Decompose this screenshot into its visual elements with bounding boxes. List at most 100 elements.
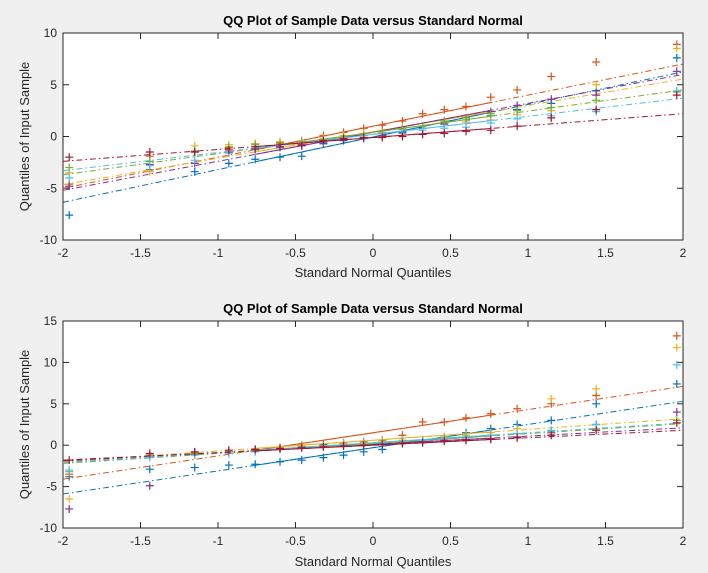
data-point: [359, 441, 368, 450]
x-tick-label: 0: [370, 534, 377, 548]
y-axis-label-bottom: Quantiles of Input Sample: [17, 350, 32, 500]
plot-area-top: [62, 32, 684, 241]
data-point: [276, 457, 284, 466]
x-tick-label: -1.5: [130, 534, 151, 548]
fit-line-solid: [255, 127, 491, 148]
data-point: [462, 413, 470, 422]
data-point: [251, 155, 260, 164]
x-tick-label: -2: [58, 534, 69, 548]
data-point: [65, 182, 74, 191]
y-axis-label-top: Quantiles of Input Sample: [17, 62, 32, 212]
data-point: [440, 418, 449, 427]
fit-line-solid: [255, 439, 491, 452]
data-point: [440, 116, 449, 125]
data-point: [65, 163, 74, 172]
x-tick-label: 2: [680, 534, 687, 548]
data-point: [145, 449, 154, 458]
data-point: [440, 129, 449, 138]
x-tick-label: -1: [213, 246, 224, 260]
data-point: [297, 152, 306, 161]
data-point: [65, 456, 74, 465]
data-point: [251, 445, 260, 454]
data-point: [486, 93, 495, 102]
data-point: [672, 379, 681, 388]
data-point: [190, 167, 199, 176]
y-tick-label: 10: [44, 26, 58, 40]
data-point: [418, 418, 427, 427]
fit-line-extended: [62, 429, 684, 461]
data-point: [319, 136, 328, 145]
x-tick-label: 2: [680, 246, 687, 260]
plot-area-bottom: [62, 320, 684, 529]
data-point: [418, 109, 427, 118]
data-point: [65, 466, 74, 475]
data-point: [319, 442, 328, 451]
data-point: [398, 132, 407, 141]
x-tick-label: 1: [525, 246, 532, 260]
fit-line-solid: [255, 431, 491, 449]
data-point: [513, 122, 522, 131]
x-axis-label-bottom: Standard Normal Quantiles: [295, 554, 452, 569]
data-point: [592, 399, 601, 408]
data-point: [486, 119, 495, 128]
data-point: [297, 456, 306, 465]
x-tick-label: -1: [213, 534, 224, 548]
data-point: [547, 394, 556, 403]
data-point: [513, 404, 522, 413]
fit-line-extended: [62, 71, 684, 203]
y-tick-label: 5: [50, 78, 57, 92]
data-point: [276, 444, 284, 453]
fit-line-solid: [255, 414, 491, 451]
data-point: [486, 409, 495, 418]
x-tick-label: 0.5: [442, 246, 459, 260]
data-point: [547, 103, 556, 112]
data-point: [672, 91, 681, 100]
data-point: [378, 440, 387, 449]
data-point: [486, 126, 495, 135]
chart-title-bottom: QQ Plot of Sample Data versus Standard N…: [223, 301, 523, 316]
x-tick-label: 1.5: [597, 246, 614, 260]
data-point: [319, 453, 328, 462]
data-point: [513, 85, 522, 94]
data-point: [224, 145, 233, 154]
data-point: [276, 153, 284, 162]
data-point: [592, 96, 601, 105]
data-point: [378, 121, 387, 130]
x-tick-label: 1.5: [597, 534, 614, 548]
data-point: [547, 72, 556, 81]
y-tick-label: -10: [40, 521, 58, 535]
y-tick-label: 0: [50, 130, 57, 144]
data-point: [398, 439, 407, 448]
data-point: [547, 431, 556, 440]
data-point: [547, 416, 556, 425]
y-tick-label: 10: [44, 355, 58, 369]
data-point: [190, 447, 199, 456]
y-tick-label: -10: [40, 233, 58, 247]
data-point: [462, 127, 470, 136]
data-point: [65, 173, 74, 182]
data-point: [592, 384, 601, 393]
data-point: [440, 105, 449, 114]
x-tick-label: -2: [58, 246, 69, 260]
data-point: [190, 463, 199, 472]
data-point: [592, 57, 601, 66]
data-point: [462, 436, 470, 445]
data-point: [672, 408, 681, 417]
data-point: [190, 148, 199, 157]
data-point: [378, 133, 387, 142]
data-point: [297, 443, 306, 452]
data-point: [65, 153, 74, 162]
data-point: [145, 161, 154, 170]
x-axis-label-top: Standard Normal Quantiles: [295, 265, 452, 280]
y-tick-label: 5: [50, 397, 57, 411]
chart-title-top: QQ Plot of Sample Data versus Standard N…: [223, 13, 523, 28]
data-point: [672, 418, 681, 427]
data-point: [418, 130, 427, 139]
data-point: [224, 446, 233, 455]
x-tick-label: 0.5: [442, 534, 459, 548]
data-point: [418, 438, 427, 447]
data-point: [297, 141, 306, 150]
y-tick-label: -5: [46, 181, 57, 195]
data-point: [486, 435, 495, 444]
data-point: [513, 114, 522, 123]
